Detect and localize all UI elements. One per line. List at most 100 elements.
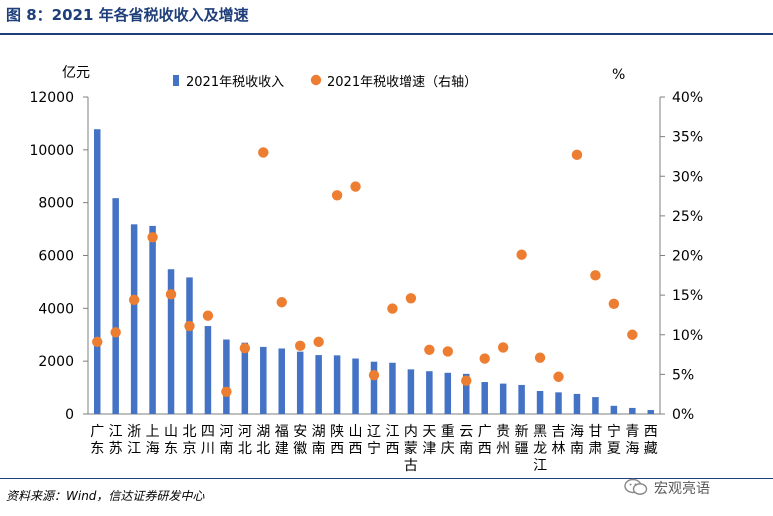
right-tick-label: 25% — [672, 209, 703, 225]
category-char: 海 — [146, 441, 160, 457]
category-char: 河 — [238, 424, 252, 440]
category-char: 海 — [570, 424, 584, 440]
bar — [112, 198, 119, 414]
category-char: 龙 — [533, 441, 547, 457]
category-char: 新 — [515, 424, 529, 440]
right-tick-label: 40% — [672, 90, 703, 106]
growth-dot — [128, 294, 140, 306]
growth-dot — [479, 353, 490, 364]
figure-title: 图 8：2021 年各省税收收入及增速 — [6, 6, 249, 24]
growth-dot — [608, 298, 620, 310]
bar — [592, 397, 599, 414]
growth-dot — [534, 352, 546, 363]
axes: 0 2000 4000 6000 8000 10000 12000 0% 5% 10% 15% 20%… — [29, 65, 703, 423]
category-char: 南 — [219, 441, 233, 457]
category-label: 江苏 — [109, 424, 123, 457]
left-tick-label: 4000 — [38, 301, 74, 317]
right-tick-label: 35% — [672, 130, 703, 146]
growth-dot — [184, 320, 195, 332]
category-char: 北 — [256, 441, 270, 457]
bar — [629, 407, 636, 414]
bar — [573, 393, 581, 414]
category-label: 福建 — [275, 424, 289, 457]
growth-dot — [627, 329, 638, 340]
growth-dot — [313, 336, 324, 348]
category-char: 庆 — [441, 441, 455, 457]
right-tick-label: 5% — [672, 367, 694, 383]
bar — [93, 129, 101, 414]
bar — [407, 369, 415, 414]
growth-dot — [294, 340, 306, 352]
left-tick-label: 8000 — [38, 196, 74, 212]
category-char: 疆 — [515, 441, 529, 457]
growth-dot — [331, 190, 343, 201]
right-tick-label: 20% — [672, 249, 703, 265]
growth-dot — [590, 270, 601, 281]
category-char: 江 — [109, 424, 123, 440]
category-char: 陕 — [330, 424, 344, 440]
category-char: 山 — [349, 424, 363, 440]
left-tick-label: 2000 — [38, 354, 74, 370]
category-char: 徽 — [293, 441, 307, 457]
header-rule — [0, 33, 773, 35]
growth-dot — [424, 344, 435, 356]
bar — [130, 224, 138, 414]
bar — [204, 326, 212, 414]
right-tick-label: 30% — [672, 169, 703, 185]
category-char: 肃 — [588, 441, 602, 457]
growth-dot — [442, 346, 454, 357]
bar — [370, 361, 378, 414]
growth-dot — [165, 289, 177, 300]
category-char: 西 — [478, 441, 492, 457]
bar — [352, 358, 359, 414]
category-char: 安 — [293, 424, 307, 440]
left-tick-label: 10000 — [29, 143, 74, 159]
category-char: 重 — [441, 424, 455, 440]
legend-dot-swatch — [310, 74, 322, 86]
growth-dot — [553, 371, 564, 382]
left-tick-label: 6000 — [38, 249, 74, 265]
bar — [481, 382, 488, 414]
category-char: 蒙 — [404, 441, 418, 457]
category-char: 吉 — [552, 424, 566, 440]
bar — [186, 277, 193, 414]
category-label: 重庆 — [441, 424, 455, 457]
bar — [536, 391, 544, 414]
growth-dot — [497, 342, 509, 353]
growth-dot — [368, 369, 380, 381]
category-char: 黑 — [533, 424, 547, 440]
bar — [167, 269, 175, 414]
category-char: 西 — [349, 441, 363, 457]
category-label: 山东 — [164, 424, 178, 457]
growth-dot — [202, 310, 214, 321]
growth-dot — [92, 336, 103, 348]
legend-dot-label: 2021年税收增速（右轴） — [327, 75, 477, 90]
bar — [610, 405, 618, 414]
category-char: 宁 — [607, 423, 621, 440]
bar — [463, 373, 470, 414]
bar — [315, 355, 322, 414]
category-label: 西藏 — [644, 424, 658, 457]
growth-dot — [350, 181, 361, 192]
category-label: 贵州 — [496, 424, 510, 457]
category-char: 广 — [90, 424, 104, 440]
category-char: 贵 — [496, 424, 510, 440]
category-char: 川 — [201, 441, 215, 457]
category-char: 四 — [201, 424, 215, 440]
category-char: 西 — [330, 441, 344, 457]
growth-dot — [516, 249, 527, 260]
category-labels: 广东江苏浙江上海山东北京四川河南河北湖北福建安徽湖南陕西山西辽宁江西内蒙古天津重… — [90, 423, 658, 474]
category-label: 内蒙古 — [404, 424, 418, 474]
growth-dot — [110, 327, 121, 338]
category-label: 江西 — [385, 424, 399, 457]
category-char: 藏 — [644, 441, 658, 457]
growth-dot — [461, 375, 472, 386]
growth-dot — [221, 386, 232, 398]
right-tick-label: 10% — [672, 328, 703, 344]
category-char: 州 — [496, 441, 510, 457]
category-char: 江 — [533, 458, 547, 474]
right-tick-label: 15% — [672, 288, 703, 304]
category-char: 山 — [164, 424, 178, 440]
category-char: 浙 — [127, 424, 141, 440]
bar — [444, 372, 452, 414]
